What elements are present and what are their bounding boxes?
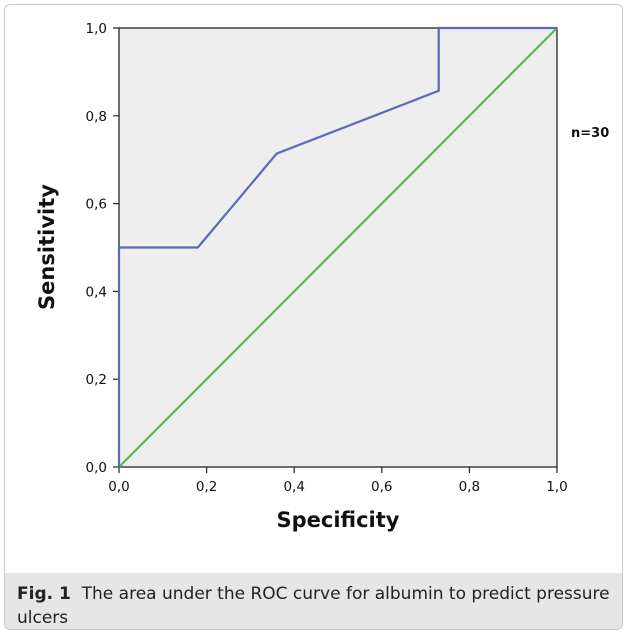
y-tick-label: 0,4	[86, 284, 107, 300]
x-tick-label: 0,0	[108, 479, 129, 495]
figure-caption: Fig. 1 The area under the ROC curve for …	[5, 573, 622, 629]
y-tick-label: 0,6	[86, 197, 107, 213]
y-tick-label: 0,0	[86, 460, 107, 476]
x-tick-label: 0,8	[459, 479, 480, 495]
y-tick-label: 1,0	[86, 21, 107, 37]
y-tick-label: 0,8	[86, 109, 107, 125]
x-axis-title: Specificity	[277, 508, 400, 532]
roc-chart: 0,0 0,2 0,4 0,6 0,8 1,0 0,0 0,2 0,4 0,6 0,8 1,0 Sp…	[35, 21, 609, 532]
y-axis-ticks: 0,0 0,2 0,4 0,6 0,8 1,0	[86, 21, 119, 476]
x-tick-label: 0,6	[371, 479, 392, 495]
series-layer	[117, 26, 558, 468]
sample-size-annotation: n=30	[571, 126, 609, 141]
y-tick-label: 0,2	[86, 372, 107, 388]
y-axis-title: Sensitivity	[35, 184, 59, 310]
x-axis-ticks: 0,0 0,2 0,4 0,6 0,8 1,0	[108, 467, 568, 495]
roc-curve-line	[117, 26, 557, 467]
x-tick-label: 0,2	[196, 479, 217, 495]
figure-label: Fig. 1	[17, 584, 71, 604]
x-tick-label: 1,0	[546, 479, 567, 495]
caption-text: The area under the ROC curve for albumin…	[17, 584, 610, 628]
figure-frame: 0,0 0,2 0,4 0,6 0,8 1,0 0,0 0,2 0,4 0,6 0,8 1,0 Sp…	[4, 4, 623, 630]
reference-diagonal-line	[118, 27, 558, 468]
x-tick-label: 0,4	[283, 479, 304, 495]
